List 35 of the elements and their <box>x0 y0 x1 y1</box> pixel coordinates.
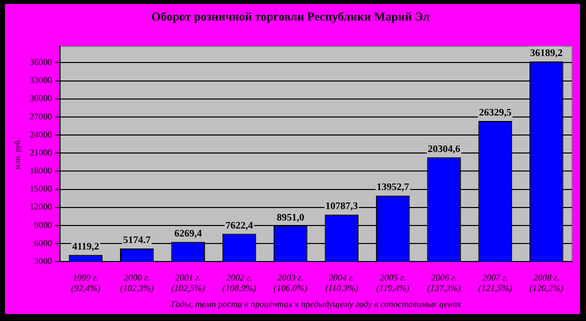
y-tick-label: 24000 <box>30 129 53 140</box>
data-label: 4119,2 <box>72 241 100 252</box>
y-tick-label: 18000 <box>30 166 53 176</box>
data-label: 8951,0 <box>276 212 304 224</box>
x-tick-label: 2002 г. (108,9%) <box>222 272 256 294</box>
x-tick-label: 2001 г. (102,5%) <box>171 272 205 294</box>
data-label: 26329,5 <box>478 108 512 119</box>
data-label: 20304,6 <box>428 144 460 155</box>
x-tick-label: 2006 г. (137,3%) <box>427 272 461 294</box>
x-tick-label: 2008 г. (120,2%) <box>530 272 564 294</box>
x-tick-label: 2004 г. (110,3%) <box>325 272 358 294</box>
data-label: 10787,3 <box>325 201 358 212</box>
y-tick-label: 3000 <box>34 256 53 266</box>
y-tick-label: 12000 <box>30 202 53 212</box>
y-tick-label: 15000 <box>30 184 53 194</box>
data-label: 36189,2 <box>530 48 563 60</box>
x-tick-label: 2000 г. (102,3%) <box>120 272 154 294</box>
y-tick-label: 27000 <box>30 111 53 122</box>
data-label: 13952,7 <box>376 182 410 194</box>
y-tick-label: 36000 <box>30 57 53 68</box>
y-tick-label: 30000 <box>30 93 53 104</box>
chart-title: Оборот розничной торговли Республики Марий Эл <box>151 9 430 24</box>
data-label: 7622,4 <box>226 220 254 232</box>
x-axis-title: Годы, темп роста в процентах к предыдущему году в сопоставимых ценах <box>170 298 461 309</box>
y-tick-label: 21000 <box>30 147 53 158</box>
y-tick-label: 6000 <box>34 238 53 248</box>
y-axis-title: млн. руб. <box>12 138 22 170</box>
data-label: 5174.7 <box>123 235 151 246</box>
x-tick-label: 2005 г. (119,4%) <box>376 272 410 294</box>
x-tick-label: 2003 г. (106,0%) <box>274 272 308 294</box>
data-label: 6269,4 <box>174 228 202 240</box>
y-tick-label: 9000 <box>34 220 53 230</box>
x-tick-label: 2007 г. (121,5%) <box>478 272 512 294</box>
x-tick-label: 1999 г. (92,4%) <box>71 272 100 294</box>
y-tick-label: 33000 <box>30 75 53 86</box>
